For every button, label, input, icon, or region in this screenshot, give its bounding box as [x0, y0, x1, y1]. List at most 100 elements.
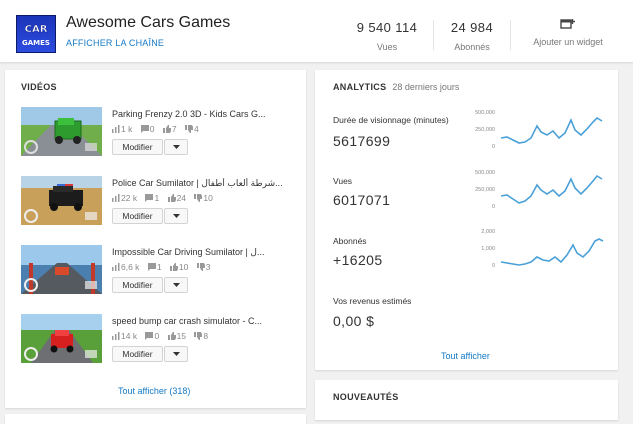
- y-tick-label: 0: [492, 144, 495, 150]
- video-thumbnail[interactable]: [21, 314, 102, 363]
- news-card: NOUVEAUTÉS: [315, 380, 618, 420]
- views-stat: 6,6 k: [112, 262, 139, 272]
- likes-stat: 7: [162, 124, 177, 134]
- video-views: 14 k: [121, 331, 138, 341]
- edit-button[interactable]: Modifier: [112, 208, 163, 224]
- edit-button[interactable]: Modifier: [112, 277, 163, 293]
- thumbs-up-icon: [167, 332, 176, 340]
- views-stat: 1 k: [112, 124, 132, 134]
- video-likes: 7: [171, 124, 177, 134]
- video-dislikes: 3: [205, 262, 211, 272]
- video-title[interactable]: Police Car Sumilator | شرطة ألعاب أطفال.…: [112, 178, 283, 188]
- caret-down-icon: [172, 214, 180, 218]
- divider: [433, 20, 434, 50]
- news-title: NOUVEAUTÉS: [333, 392, 399, 402]
- y-tick-label: 2,000: [481, 229, 495, 235]
- watch-time-label: Durée de visionnage (minutes): [333, 115, 449, 125]
- watch-time-sparkline: 500,000 250,000 0: [475, 110, 603, 150]
- y-tick-label: 250,000: [475, 127, 495, 133]
- thumbs-up-icon: [162, 125, 171, 133]
- analytics-header: ANALYTICS 28 derniers jours: [333, 82, 459, 92]
- comments-stat: 0: [140, 124, 154, 134]
- video-comments: 1: [154, 193, 160, 203]
- thumbs-up-icon: [167, 194, 176, 202]
- dislikes-stat: 10: [194, 193, 213, 203]
- subscribers-count: 24 984: [450, 20, 494, 35]
- sparkline: [500, 174, 603, 204]
- edit-dropdown-button[interactable]: [164, 277, 188, 293]
- video-stats: 14 k 0 15 8: [112, 331, 214, 341]
- video-stats: 6,6 k 1 10 3: [112, 262, 217, 272]
- video-dislikes: 4: [193, 124, 199, 134]
- add-widget-button[interactable]: Ajouter un widget: [528, 18, 608, 47]
- y-tick-label: 0: [492, 263, 495, 269]
- sparkline: [500, 116, 603, 144]
- video-item: Police Car Sumilator | شرطة ألعاب أطفال.…: [21, 176, 306, 231]
- views-bars-icon: [112, 125, 120, 133]
- video-title[interactable]: speed bump car crash simulator - C...: [112, 316, 263, 326]
- y-tick-label: 500,000: [475, 170, 495, 176]
- comment-icon: [145, 332, 154, 340]
- video-thumbnail[interactable]: [21, 176, 102, 225]
- analytics-show-all-link[interactable]: Tout afficher: [441, 351, 490, 361]
- video-thumbnail[interactable]: [21, 107, 102, 156]
- videos-show-all-link[interactable]: Tout afficher (318): [118, 386, 191, 396]
- video-item: speed bump car crash simulator - C... 14…: [21, 314, 306, 369]
- logo-text-car: CAR: [25, 24, 48, 35]
- caret-down-icon: [172, 352, 180, 356]
- edit-button[interactable]: Modifier: [112, 139, 163, 155]
- add-widget-label: Ajouter un widget: [533, 37, 603, 47]
- secondary-card: [5, 414, 306, 424]
- thumbs-down-icon: [184, 125, 193, 133]
- subscribers-value: +16205: [333, 252, 383, 268]
- video-thumbnail[interactable]: [21, 245, 102, 294]
- views-stat: 22 k: [112, 193, 137, 203]
- video-title[interactable]: Parking Frenzy 2.0 3D - Kids Cars G...: [112, 109, 266, 119]
- video-views: 22 k: [121, 193, 138, 203]
- edit-dropdown-button[interactable]: [164, 208, 188, 224]
- thumbs-down-icon: [194, 332, 203, 340]
- view-channel-link[interactable]: AFFICHER LA CHAÎNE: [66, 38, 165, 48]
- video-comments: 0: [154, 331, 160, 341]
- views-sparkline: 500,000 250,000 0: [475, 170, 603, 210]
- video-views: 6,6 k: [121, 262, 140, 272]
- logo-text-games: GAMES: [22, 39, 50, 47]
- y-tick-label: 250,000: [475, 187, 495, 193]
- video-title[interactable]: Impossible Car Driving Sumilator | ل...: [112, 247, 265, 257]
- video-likes: 24: [176, 193, 187, 203]
- views-bars-icon: [112, 194, 120, 202]
- video-comments: 1: [156, 262, 162, 272]
- sparkline: [500, 238, 604, 266]
- channel-logo[interactable]: CAR GAMES: [16, 15, 56, 53]
- likes-stat: 10: [169, 262, 188, 272]
- thumbs-down-icon: [196, 263, 205, 271]
- likes-stat: 15: [167, 331, 187, 341]
- revenue-label: Vos revenus estimés: [333, 296, 412, 306]
- analytics-title: ANALYTICS: [333, 82, 387, 92]
- caret-down-icon: [172, 145, 180, 149]
- dislikes-stat: 8: [194, 331, 208, 341]
- comment-icon: [145, 194, 154, 202]
- video-views: 1 k: [121, 124, 133, 134]
- thumbs-down-icon: [194, 194, 203, 202]
- revenue-value: 0,00 $: [333, 313, 375, 329]
- comment-icon: [147, 263, 156, 271]
- edit-dropdown-button[interactable]: [164, 346, 188, 362]
- comments-stat: 1: [145, 193, 159, 203]
- subscribers-stat: 24 984 Abonnés: [434, 20, 510, 52]
- y-tick-label: 1,000: [481, 246, 495, 252]
- dislikes-stat: 3: [196, 262, 211, 272]
- edit-dropdown-button[interactable]: [164, 139, 188, 155]
- views-bars-icon: [112, 263, 120, 271]
- divider: [510, 20, 511, 50]
- video-dislikes: 10: [203, 193, 213, 203]
- comments-stat: 1: [147, 262, 162, 272]
- edit-button[interactable]: Modifier: [112, 346, 163, 362]
- likes-stat: 24: [167, 193, 187, 203]
- subscribers-sparkline: 2,000 1,000 0: [481, 229, 604, 269]
- channel-name: Awesome Cars Games: [66, 14, 231, 31]
- video-likes: 15: [176, 331, 187, 341]
- y-tick-label: 0: [492, 204, 495, 210]
- views-stat: 14 k: [112, 331, 137, 341]
- subscribers-label: Abonnés: [333, 236, 367, 246]
